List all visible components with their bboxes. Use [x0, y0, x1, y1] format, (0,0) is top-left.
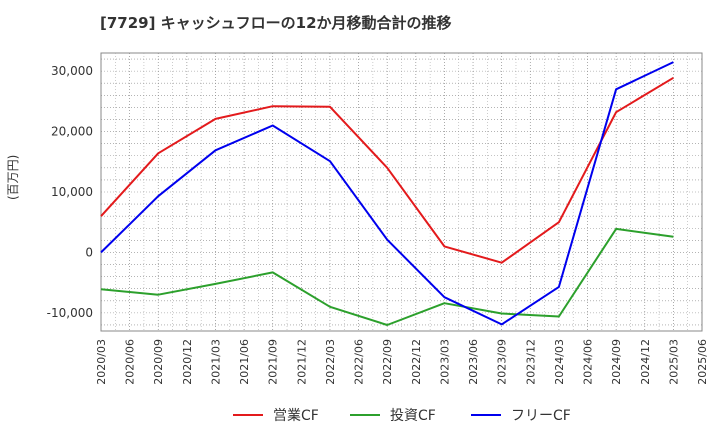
y-tick-label: 0	[85, 245, 93, 259]
chart-title: [7729] キャッシュフローの12か月移動合計の推移	[100, 14, 452, 32]
series-layer	[100, 61, 674, 326]
series-line-3	[100, 61, 674, 326]
x-tick-label: 2023/09	[496, 339, 509, 385]
x-tick-label: 2024/09	[610, 339, 623, 385]
y-tick-label: -10,000	[47, 306, 93, 320]
legend: 営業CF 投資CF フリーCF	[233, 408, 571, 424]
x-tick-label: 2021/12	[295, 339, 308, 385]
x-tick-label: 2023/06	[467, 339, 480, 385]
x-tick-label: 2025/06	[696, 339, 709, 385]
x-tick-label: 2022/09	[381, 339, 394, 385]
grid-layer	[100, 52, 703, 332]
x-tick-label: 2023/03	[438, 339, 451, 385]
legend-label-1: 営業CF	[273, 408, 319, 424]
x-tick-label: 2025/03	[667, 339, 680, 385]
x-tick-label: 2022/06	[353, 339, 366, 385]
legend-label-3: フリーCF	[511, 408, 571, 424]
x-tick-label: 2021/03	[209, 339, 222, 385]
x-tick-label: 2021/06	[238, 339, 251, 385]
series-line-1	[100, 76, 674, 264]
series-line-2	[100, 227, 674, 326]
x-tick-label: 2022/12	[410, 339, 423, 385]
x-tick-label: 2020/09	[152, 339, 165, 385]
x-tick-label: 2020/03	[95, 339, 108, 385]
x-tick-label: 2024/06	[582, 339, 595, 385]
x-tick-label: 2022/03	[324, 339, 337, 385]
x-tick-label: 2020/06	[124, 339, 137, 385]
x-tick-label: 2024/12	[639, 339, 652, 385]
x-tick-label: 2023/12	[524, 339, 537, 385]
legend-label-2: 投資CF	[390, 408, 436, 424]
x-tick-label: 2020/12	[181, 339, 194, 385]
y-tick-label: 30,000	[51, 64, 93, 78]
x-tick-label: 2021/09	[267, 339, 280, 385]
axis-layer: -10,000 0 10,000 20,000 30,000 2020/03 2020/06…	[47, 64, 709, 385]
x-tick-label: 2024/03	[553, 339, 566, 385]
y-tick-label: 20,000	[51, 125, 93, 139]
y-tick-label: 10,000	[51, 185, 93, 199]
